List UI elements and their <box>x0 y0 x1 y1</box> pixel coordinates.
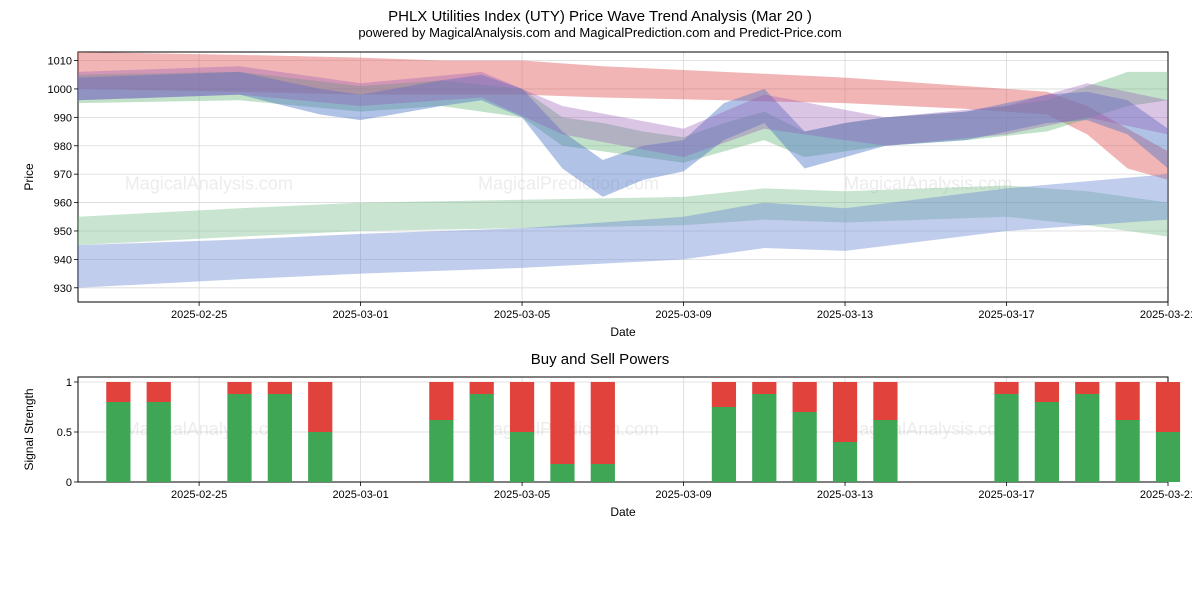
svg-text:MagicalAnalysis.com: MagicalAnalysis.com <box>844 419 1012 439</box>
svg-text:2025-03-05: 2025-03-05 <box>494 309 550 321</box>
svg-text:2025-03-21: 2025-03-21 <box>1140 309 1192 321</box>
sell-bar <box>591 382 615 464</box>
svg-text:Signal Strength: Signal Strength <box>22 388 36 470</box>
sell-bar <box>268 382 292 394</box>
buy-bar <box>1156 432 1180 482</box>
sell-bar <box>1035 382 1059 402</box>
svg-text:Date: Date <box>610 505 636 519</box>
buy-bar <box>470 394 494 482</box>
sell-bar <box>106 382 130 402</box>
buy-bar <box>752 394 776 482</box>
svg-text:2025-03-05: 2025-03-05 <box>494 489 550 501</box>
buy-bar <box>591 464 615 482</box>
sell-bar <box>510 382 534 432</box>
sell-bar <box>1156 382 1180 432</box>
buy-bar <box>833 442 857 482</box>
svg-text:1: 1 <box>66 377 72 389</box>
svg-text:Date: Date <box>610 325 636 339</box>
svg-text:2025-03-13: 2025-03-13 <box>817 489 873 501</box>
top-chart-svg: 930 940 950 960 970 980 990 1000 1010 2025-02-25 2… <box>8 44 1192 349</box>
buy-bar <box>510 432 534 482</box>
svg-text:950: 950 <box>54 226 72 238</box>
chart-container: PHLX Utilities Index (UTY) Price Wave Tr… <box>8 8 1192 529</box>
buy-bar <box>994 394 1018 482</box>
buy-bar <box>106 402 130 482</box>
sell-bar <box>833 382 857 442</box>
svg-text:2025-03-01: 2025-03-01 <box>332 309 388 321</box>
buy-bar <box>793 412 817 482</box>
sell-bar <box>429 382 453 420</box>
buy-bar <box>147 402 171 482</box>
svg-text:1000: 1000 <box>48 84 72 96</box>
sell-bar <box>873 382 897 420</box>
bottom-chart-wrapper: 0 0.5 1 2025-02-25 2025-03-01 2025-03-05 2025-… <box>8 369 1192 529</box>
sell-bar <box>793 382 817 412</box>
sell-bar <box>550 382 574 464</box>
svg-text:2025-02-25: 2025-02-25 <box>171 309 227 321</box>
svg-text:1010: 1010 <box>48 56 72 68</box>
svg-text:0.5: 0.5 <box>57 427 72 439</box>
sell-bar <box>1116 382 1140 420</box>
top-chart-wrapper: 930 940 950 960 970 980 990 1000 1010 2025-02-25 2… <box>8 44 1192 349</box>
chart-subtitle: powered by MagicalAnalysis.com and Magic… <box>8 25 1192 40</box>
svg-text:2025-03-21: 2025-03-21 <box>1140 489 1192 501</box>
sell-bar <box>712 382 736 407</box>
svg-text:2025-03-17: 2025-03-17 <box>978 309 1034 321</box>
svg-text:2025-03-09: 2025-03-09 <box>655 489 711 501</box>
svg-text:2025-02-25: 2025-02-25 <box>171 489 227 501</box>
svg-text:970: 970 <box>54 169 72 181</box>
svg-text:2025-03-13: 2025-03-13 <box>817 309 873 321</box>
title-block: PHLX Utilities Index (UTY) Price Wave Tr… <box>8 8 1192 40</box>
sell-bar <box>470 382 494 394</box>
svg-text:2025-03-17: 2025-03-17 <box>978 489 1034 501</box>
buy-bar <box>712 407 736 482</box>
buy-bar <box>1116 420 1140 482</box>
svg-text:930: 930 <box>54 283 72 295</box>
svg-text:2025-03-09: 2025-03-09 <box>655 309 711 321</box>
svg-text:2025-03-01: 2025-03-01 <box>332 489 388 501</box>
bottom-chart-title: Buy and Sell Powers <box>8 351 1192 369</box>
buy-bar <box>550 464 574 482</box>
buy-bar <box>268 394 292 482</box>
buy-bar <box>308 432 332 482</box>
svg-text:980: 980 <box>54 141 72 153</box>
sell-bar <box>1075 382 1099 394</box>
sell-bar <box>308 382 332 432</box>
buy-bar <box>1035 402 1059 482</box>
svg-text:Price: Price <box>22 163 36 191</box>
sell-bar <box>994 382 1018 394</box>
svg-text:960: 960 <box>54 198 72 210</box>
svg-text:940: 940 <box>54 254 72 266</box>
svg-text:MagicalAnalysis.com: MagicalAnalysis.com <box>125 174 293 194</box>
bottom-chart-svg: 0 0.5 1 2025-02-25 2025-03-01 2025-03-05 2025-… <box>8 369 1192 529</box>
buy-bar <box>1075 394 1099 482</box>
buy-bar <box>873 420 897 482</box>
svg-text:990: 990 <box>54 112 72 124</box>
sell-bar <box>147 382 171 402</box>
chart-title: PHLX Utilities Index (UTY) Price Wave Tr… <box>8 8 1192 25</box>
buy-bar <box>429 420 453 482</box>
svg-text:0: 0 <box>66 477 72 489</box>
buy-bar <box>227 394 251 482</box>
sell-bar <box>227 382 251 394</box>
sell-bar <box>752 382 776 394</box>
